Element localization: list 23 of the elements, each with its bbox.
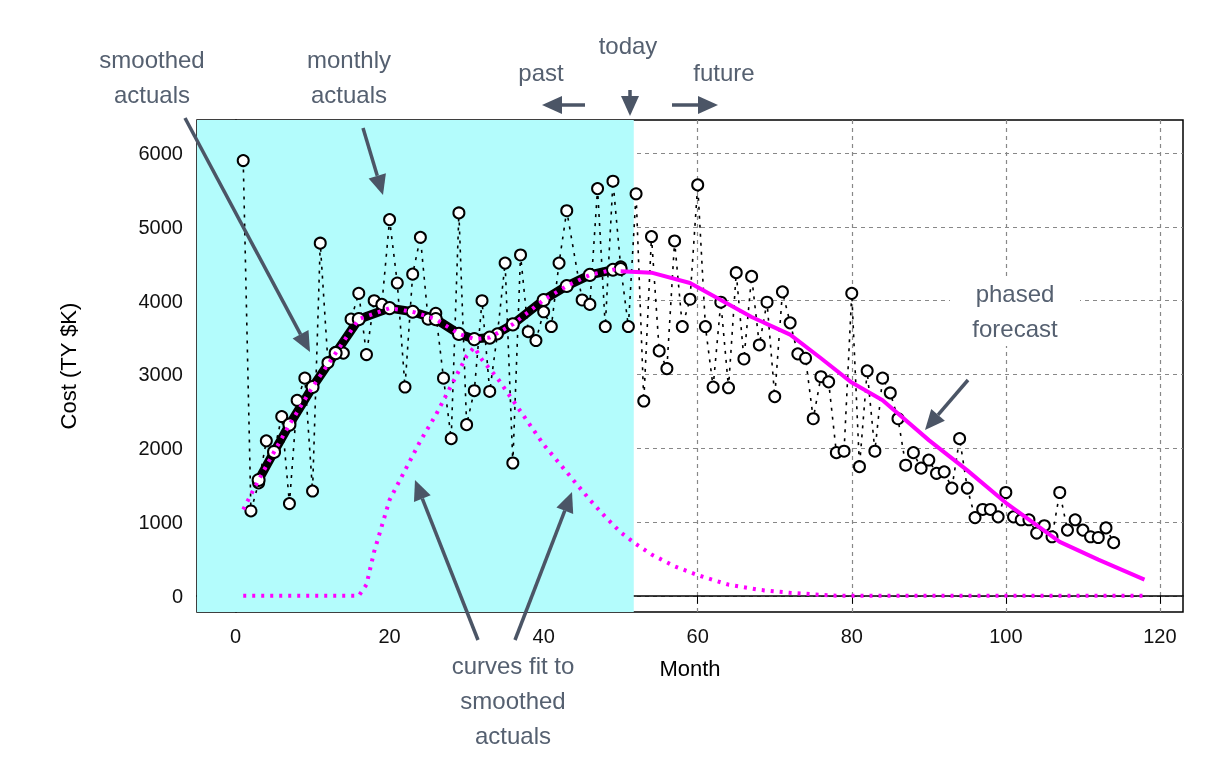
text: future [692,58,756,88]
x-axis-title: Month [659,655,721,681]
text: smoothed actuals [98,45,206,110]
x-tick-label: 80 [840,625,863,647]
text: past [517,58,565,88]
annotation: phased forecast [950,276,1080,346]
y-tick-label: 3000 [138,363,183,386]
y-tick-label: 4000 [138,289,183,312]
y-tick-label: 5000 [138,215,183,238]
x-tick-label: 40 [532,625,555,647]
y-tick-label: 1000 [138,511,183,534]
x-tick-label: 20 [378,625,401,647]
x-tick-label: 0 [229,625,242,647]
y-tick-label: 0 [171,584,183,607]
y-tick-label: 6000 [138,142,183,165]
text: monthly actuals [305,45,392,110]
text: today [597,31,659,61]
text: curves fit to smoothed actuals [450,651,576,751]
x-tick-label: 60 [686,625,709,647]
y-tick-label: 2000 [138,437,183,460]
x-tick-label: 100 [989,625,1023,647]
y-axis-title: Cost (TY $K) [55,302,81,430]
x-tick-label: 120 [1143,625,1177,647]
